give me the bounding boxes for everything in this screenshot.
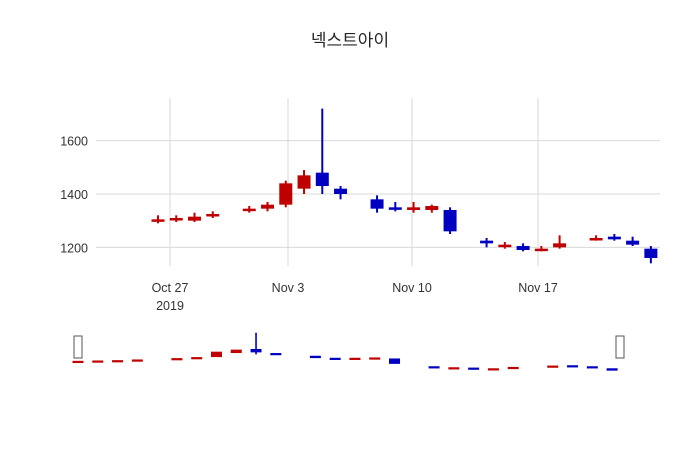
page-title: 넥스트아이 [310,31,390,50]
svg-text:1400: 1400 [60,188,88,202]
svg-text:1600: 1600 [60,135,88,149]
candle-series [151,108,658,264]
x-axis-tick-labels: Oct 27 Nov 3 Nov 10 Nov 17 2019 [152,281,558,313]
svg-text:Nov 17: Nov 17 [518,281,558,295]
svg-text:Nov 10: Nov 10 [392,281,432,295]
svg-text:Oct 27: Oct 27 [152,281,189,295]
svg-text:Nov 3: Nov 3 [272,281,305,295]
svg-text:2019: 2019 [156,299,184,313]
sub-pane-series [72,332,625,371]
svg-text:1200: 1200 [60,241,88,255]
gridlines [96,98,660,266]
y-axis-tick-labels: 1200 1400 1600 [60,135,88,256]
